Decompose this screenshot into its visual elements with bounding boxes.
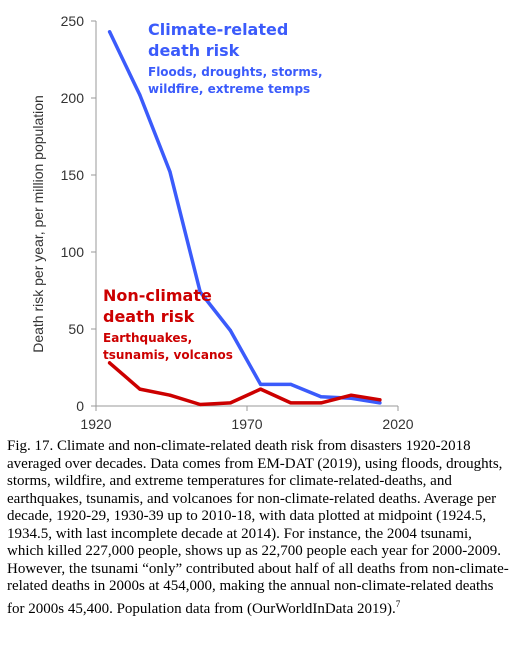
data-point [198,290,202,294]
data-point [168,170,172,174]
y-tick-label: 50 [68,321,84,337]
y-axis-label: Death risk per year, per million populat… [30,95,46,353]
y-tick-label: 0 [76,398,84,414]
x-tick-label: 1920 [80,416,111,432]
chart-series [107,30,382,407]
data-point [378,398,382,402]
data-point [289,401,293,405]
data-point [228,328,232,333]
data-point [378,401,382,405]
annotation-subtitle: tsunamis, volcanos [103,348,233,362]
data-point [259,382,263,386]
annotation-subtitle: Floods, droughts, storms, [148,65,323,79]
chart-axes: 0 50 100 150 200 250 1920 1970 2020 [61,13,414,432]
annotation-title: Climate-related [148,20,288,39]
series-line-non-climate [107,361,382,407]
climate-annotation: Climate-related death risk Floods, drought… [148,20,323,96]
data-point [259,387,263,391]
annotation-title: death risk [148,41,240,60]
data-point [319,401,323,405]
annotation-title: Non-climate [103,286,212,305]
data-point [349,393,353,397]
y-tick-label: 250 [61,13,85,29]
x-tick-label: 2020 [382,416,413,432]
y-tick-label: 200 [61,90,85,106]
y-tick-label: 150 [61,167,85,183]
data-point [198,402,202,407]
data-point [138,387,142,391]
annotation-subtitle: Earthquakes, [103,331,192,345]
data-point [108,361,112,365]
data-point [228,401,232,405]
caption-footnote-marker: 7 [395,598,401,609]
data-point [289,382,293,386]
chart-annotations: Climate-related death risk Floods, drought… [103,20,323,362]
non-climate-annotation: Non-climate death risk Earthquakes, tsunami… [103,286,233,362]
data-point [319,395,323,399]
figure-caption: Fig. 17. Climate and non-climate-related… [7,438,510,618]
x-tick-label: 1970 [231,416,262,432]
death-risk-line-chart: 0 50 100 150 200 250 1920 1970 2020 Climate-rela… [30,13,414,432]
data-point [138,93,142,97]
annotation-subtitle: wildfire, extreme temps [148,82,310,96]
annotation-title: death risk [103,307,195,326]
data-point [349,396,353,400]
data-point [168,393,172,397]
y-tick-label: 100 [61,244,85,260]
data-point [108,30,112,34]
caption-text: Fig. 17. Climate and non-climate-related… [7,438,509,617]
